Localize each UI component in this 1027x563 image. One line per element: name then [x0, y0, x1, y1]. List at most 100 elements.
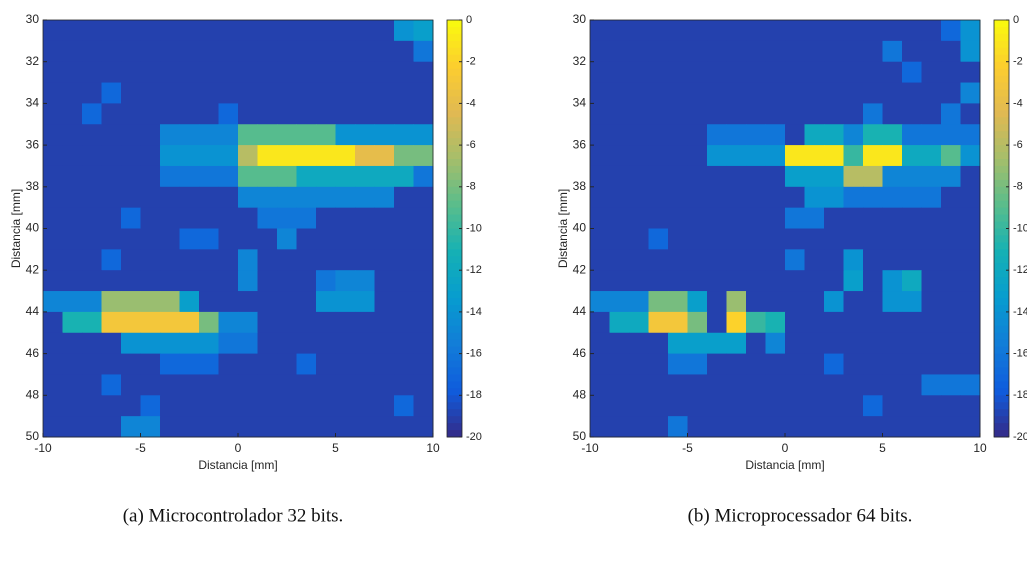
heat-cell [199, 145, 219, 167]
heat-cell [160, 20, 180, 42]
heat-cell [257, 291, 278, 313]
colorbar-segment [447, 200, 462, 209]
heat-cell [707, 291, 727, 313]
heat-cell [902, 395, 922, 417]
heat-cell [765, 145, 786, 167]
heat-cell [765, 124, 786, 146]
heat-cell [121, 270, 141, 292]
heat-cell [609, 40, 630, 63]
colorbar-segment [447, 179, 462, 188]
heat-cell [355, 20, 375, 42]
heat-cell [199, 61, 219, 84]
heat-cell [960, 103, 981, 125]
colorbar-segment [994, 179, 1009, 188]
heat-cell [765, 332, 786, 355]
heat-cell [824, 416, 844, 438]
heat-cell [140, 186, 161, 209]
heat-cell [140, 395, 161, 417]
heat-cell [843, 374, 864, 396]
heat-cell [902, 332, 922, 355]
heat-cell [687, 270, 708, 292]
heat-cell [179, 186, 200, 209]
heat-cell [257, 145, 278, 167]
heat-cell [843, 228, 864, 250]
heat-cell [62, 416, 83, 438]
heat-cell [101, 270, 122, 292]
heat-cell [843, 40, 864, 63]
heat-cell [590, 124, 610, 146]
colorbar-segment [994, 409, 1009, 417]
heat-cell [82, 82, 102, 104]
heat-cell [218, 332, 239, 355]
colorbar-segment [447, 381, 462, 389]
heat-cell [199, 103, 219, 125]
colorbar-tick-label: -18 [1013, 389, 1027, 401]
heat-cell [687, 291, 708, 313]
heat-cell [804, 311, 825, 334]
heat-cell [140, 228, 161, 250]
heat-cell [785, 207, 805, 229]
heat-cell [140, 103, 161, 125]
heat-cell [296, 207, 317, 229]
heat-cell [648, 61, 669, 84]
heat-cell [355, 228, 375, 250]
heat-cell [199, 20, 219, 42]
heat-cell [277, 186, 297, 209]
heat-cell [921, 270, 942, 292]
heat-cell [43, 40, 63, 63]
heat-cell [687, 395, 708, 417]
heat-cell [160, 40, 180, 63]
heat-cell [590, 61, 610, 84]
heat-cell [296, 416, 317, 438]
heat-cell [668, 145, 688, 167]
heat-cell [960, 291, 981, 313]
heat-cell [316, 311, 336, 334]
heat-cell [121, 145, 141, 167]
heat-cell [863, 311, 883, 334]
colorbar-segment [447, 353, 462, 362]
heat-cell [277, 395, 297, 417]
heat-cell [882, 103, 903, 125]
heat-cell [374, 311, 395, 334]
heat-cell [941, 270, 961, 292]
x-axis-label: Distancia [mm] [745, 458, 824, 472]
heat-cell [765, 374, 786, 396]
heat-cell [394, 311, 414, 334]
colorbar-segment [447, 103, 462, 111]
heat-cell [648, 82, 669, 104]
colorbar-segment [447, 346, 462, 355]
heat-cell [277, 374, 297, 396]
heat-cell [316, 332, 336, 355]
heat-cell [238, 395, 258, 417]
heat-cell [238, 416, 258, 438]
heat-cell [413, 249, 434, 271]
heat-cell [765, 20, 786, 42]
heat-cell [316, 145, 336, 167]
heat-cell [785, 61, 805, 84]
heat-cell [629, 82, 649, 104]
heat-cell [257, 103, 278, 125]
heat-cell [62, 145, 83, 167]
heat-cell [590, 40, 610, 63]
heat-cell [668, 165, 688, 188]
heat-cell [863, 395, 883, 417]
colorbar-segment [447, 423, 462, 431]
colorbar-segment [447, 214, 462, 223]
heat-cell [824, 374, 844, 396]
heat-cell [609, 353, 630, 375]
heat-cell [277, 20, 297, 42]
heat-cell [43, 311, 63, 334]
heat-cell [179, 353, 200, 375]
heat-cell [902, 291, 922, 313]
heat-cell [316, 124, 336, 146]
heat-cell [413, 103, 434, 125]
heat-cell [902, 207, 922, 229]
heat-cell [101, 40, 122, 63]
heat-cell [277, 165, 297, 188]
heat-cell [921, 186, 942, 209]
heat-cell [824, 40, 844, 63]
heat-cell [609, 207, 630, 229]
heat-cell [882, 332, 903, 355]
heat-cell [824, 82, 844, 104]
heat-cell [648, 249, 669, 271]
